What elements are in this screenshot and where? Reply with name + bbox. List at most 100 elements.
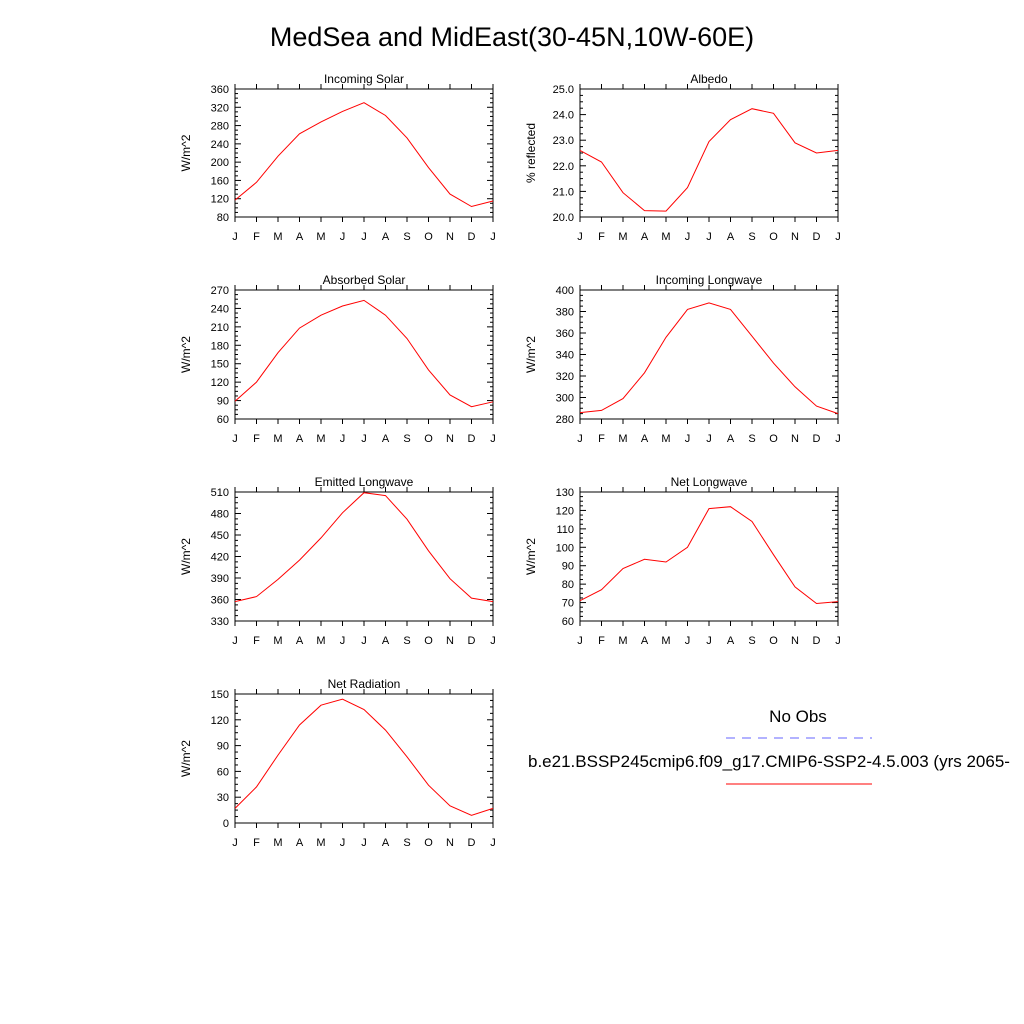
x-tick-label: A — [296, 837, 304, 849]
x-tick-label: J — [706, 231, 712, 243]
y-tick-label: 30 — [217, 792, 229, 804]
x-tick-label: A — [641, 231, 649, 243]
y-tick-label: 150 — [211, 359, 229, 371]
x-tick-label: J — [490, 433, 496, 445]
y-axis-label: W/m^2 — [524, 336, 538, 373]
y-tick-label: 320 — [211, 102, 229, 114]
chart-panel: Incoming Longwave W/m^2 280 300 320 340 360 380… — [524, 273, 841, 445]
x-tick-label: J — [577, 635, 583, 647]
x-tick-label: O — [424, 433, 433, 445]
y-tick-label: 200 — [211, 157, 229, 169]
x-tick-label: J — [232, 635, 238, 647]
y-tick-label: 70 — [562, 598, 574, 610]
plot-frame — [234, 693, 494, 824]
y-tick-label: 120 — [211, 377, 229, 389]
x-tick-label: N — [446, 837, 454, 849]
y-tick-label: 360 — [211, 595, 229, 607]
x-tick-label: A — [296, 231, 304, 243]
x-tick-label: N — [791, 635, 799, 647]
legend-model-label: b.e21.BSSP245cmip6.f09_g17.CMIP6-SSP2-4.… — [528, 752, 1010, 771]
series-line — [234, 102, 494, 208]
y-axis-label: W/m^2 — [179, 538, 193, 575]
x-tick-label: A — [727, 635, 735, 647]
x-tick-label: O — [769, 433, 778, 445]
plot-frame — [579, 88, 839, 218]
x-tick-label: M — [316, 837, 325, 849]
x-tick-label: D — [468, 231, 476, 243]
y-tick-label: 280 — [211, 121, 229, 133]
y-tick-label: 25.0 — [553, 84, 574, 96]
x-tick-label: M — [273, 635, 282, 647]
y-tick-label: 380 — [556, 307, 574, 319]
x-tick-label: M — [273, 837, 282, 849]
panel-title: Net Longwave — [671, 475, 748, 489]
y-tick-label: 240 — [211, 139, 229, 151]
y-tick-label: 420 — [211, 552, 229, 564]
x-tick-label: J — [706, 433, 712, 445]
y-tick-label: 110 — [556, 524, 574, 536]
plot-frame — [579, 289, 839, 420]
x-tick-label: F — [253, 231, 260, 243]
chart-panel: Albedo % reflected 20.0 21.0 22.0 23.0 24.0 25.… — [524, 72, 841, 243]
x-tick-label: M — [618, 433, 627, 445]
x-tick-label: M — [618, 635, 627, 647]
y-tick-label: 360 — [556, 328, 574, 340]
x-tick-label: O — [769, 231, 778, 243]
panel-title: Absorbed Solar — [323, 273, 406, 287]
x-tick-label: M — [661, 635, 670, 647]
panel-title: Incoming Longwave — [656, 273, 763, 287]
y-axis-label: W/m^2 — [179, 336, 193, 373]
x-tick-label: M — [273, 231, 282, 243]
y-tick-label: 360 — [211, 84, 229, 96]
y-axis-label: W/m^2 — [179, 134, 193, 171]
x-tick-label: A — [727, 231, 735, 243]
y-tick-label: 160 — [211, 175, 229, 187]
x-tick-label: J — [490, 231, 496, 243]
x-tick-label: J — [340, 231, 346, 243]
y-tick-label: 60 — [217, 414, 229, 426]
x-tick-label: J — [577, 433, 583, 445]
x-tick-label: N — [446, 433, 454, 445]
y-tick-label: 20.0 — [553, 212, 574, 224]
x-tick-label: J — [685, 231, 691, 243]
y-tick-label: 80 — [217, 212, 229, 224]
plot-frame — [579, 491, 839, 622]
chart-panel: Absorbed Solar W/m^2 60 90 120 150 180 210 240 27… — [179, 273, 496, 445]
chart-panel: Net Longwave W/m^2 60 70 80 90 100 110 120 130 J F M… — [524, 475, 841, 647]
x-tick-label: N — [446, 231, 454, 243]
y-tick-label: 450 — [211, 530, 229, 542]
series-line — [234, 299, 494, 408]
x-tick-label: J — [685, 433, 691, 445]
series-line — [234, 698, 494, 816]
x-tick-label: N — [446, 635, 454, 647]
x-tick-label: J — [706, 635, 712, 647]
x-tick-label: O — [424, 837, 433, 849]
x-tick-label: J — [835, 433, 841, 445]
x-tick-label: J — [340, 433, 346, 445]
x-tick-label: D — [468, 433, 476, 445]
x-tick-label: A — [296, 433, 304, 445]
x-tick-label: S — [403, 231, 410, 243]
y-tick-label: 300 — [556, 393, 574, 405]
series-line — [579, 506, 839, 605]
x-tick-label: A — [727, 433, 735, 445]
x-tick-label: J — [490, 635, 496, 647]
y-tick-label: 400 — [556, 285, 574, 297]
x-tick-label: J — [340, 837, 346, 849]
y-tick-label: 480 — [211, 509, 229, 521]
x-tick-label: A — [382, 635, 390, 647]
y-tick-label: 280 — [556, 414, 574, 426]
series-line — [579, 302, 839, 415]
x-tick-label: O — [424, 635, 433, 647]
x-tick-label: A — [641, 433, 649, 445]
x-tick-label: F — [598, 231, 605, 243]
panel-title: Emitted Longwave — [315, 475, 414, 489]
x-tick-label: A — [296, 635, 304, 647]
y-tick-label: 130 — [556, 487, 574, 499]
y-tick-label: 120 — [211, 194, 229, 206]
y-tick-label: 210 — [211, 322, 229, 334]
x-tick-label: S — [748, 433, 755, 445]
x-tick-label: S — [403, 433, 410, 445]
x-tick-label: F — [253, 837, 260, 849]
y-tick-label: 23.0 — [553, 135, 574, 147]
